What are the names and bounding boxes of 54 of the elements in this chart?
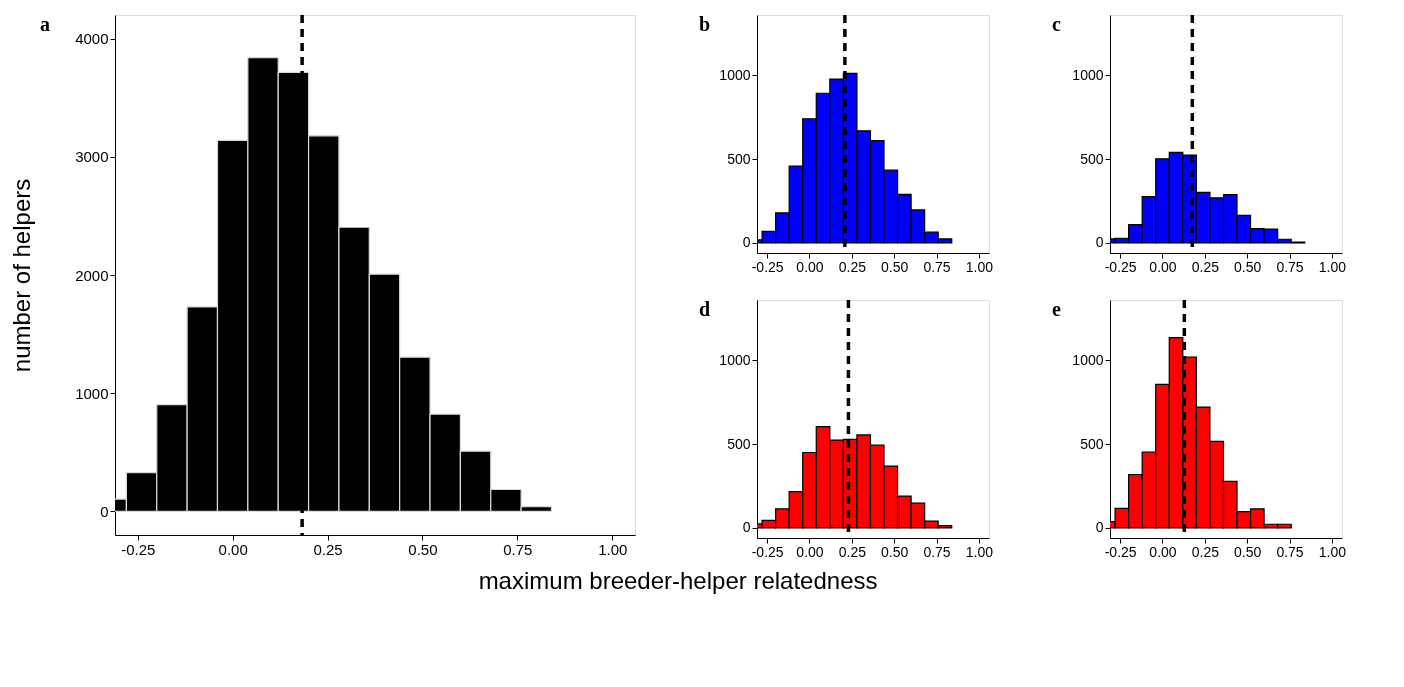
y-axis-title: number of helpers [8, 178, 36, 373]
y-tick-label: 0 [100, 502, 109, 520]
y-tick-label: 1000 [1072, 351, 1104, 368]
x-tick-label: 0.25 [838, 258, 867, 275]
x-tick-label: -0.25 [1104, 543, 1137, 560]
chart-title: e [1052, 298, 1061, 320]
x-tick-label: -0.25 [751, 258, 784, 275]
x-tick-label: 0.75 [1276, 543, 1304, 560]
x-tick-label: 0.25 [1191, 258, 1220, 275]
x-tick-label: -0.25 [751, 543, 784, 560]
y-tick-label: 0 [742, 519, 751, 536]
y-tick-label: 1000 [1072, 66, 1104, 83]
x-axis-title: maximum breeder-helper relatedness [478, 566, 878, 594]
x-tick-label: 0.00 [796, 543, 824, 560]
y-tick-label: 0 [742, 234, 751, 251]
y-tick-label: 0 [1095, 234, 1104, 251]
x-tick-label: 1.00 [965, 543, 994, 560]
chart-title: c [1052, 13, 1061, 35]
x-tick-label: 0.50 [1234, 543, 1262, 560]
chart-title: a [40, 13, 50, 35]
x-tick-label: 1.00 [1318, 258, 1347, 275]
x-tick-label: -0.25 [1104, 258, 1137, 275]
x-tick-label: 1.00 [965, 258, 994, 275]
x-tick-label: 0.00 [1149, 258, 1177, 275]
x-tick-label: 0.50 [881, 258, 909, 275]
x-tick-label: 0.75 [1276, 258, 1304, 275]
x-tick-label: 0.50 [408, 540, 438, 558]
y-tick-label: 2000 [75, 266, 109, 284]
x-tick-label: 0.50 [881, 543, 909, 560]
x-tick-label: 1.00 [1318, 543, 1347, 560]
x-tick-label: -0.25 [121, 540, 156, 558]
y-tick-label: 0 [1095, 519, 1104, 536]
x-tick-label: 0.75 [923, 543, 951, 560]
y-tick-label: 500 [1080, 150, 1104, 167]
chart-title: d [699, 298, 711, 320]
x-tick-label: 0.00 [1149, 543, 1177, 560]
y-tick-label: 500 [727, 435, 751, 452]
x-tick-label: 0.00 [218, 540, 248, 558]
y-tick-label: 3000 [75, 148, 109, 166]
x-tick-label: 0.75 [923, 258, 951, 275]
y-tick-label: 500 [1080, 435, 1104, 452]
y-tick-label: 1000 [719, 351, 751, 368]
y-tick-label: 1000 [75, 384, 109, 402]
x-tick-label: 0.25 [313, 540, 343, 558]
x-tick-label: 1.00 [598, 540, 628, 558]
chart-title: b [699, 13, 711, 35]
y-tick-label: 4000 [75, 30, 109, 48]
y-tick-label: 1000 [719, 66, 751, 83]
x-tick-label: 0.50 [1234, 258, 1262, 275]
x-tick-label: 0.00 [796, 258, 824, 275]
x-tick-label: 0.25 [838, 543, 867, 560]
y-tick-label: 500 [727, 150, 751, 167]
x-tick-label: 0.25 [1191, 543, 1220, 560]
x-tick-label: 0.75 [503, 540, 533, 558]
